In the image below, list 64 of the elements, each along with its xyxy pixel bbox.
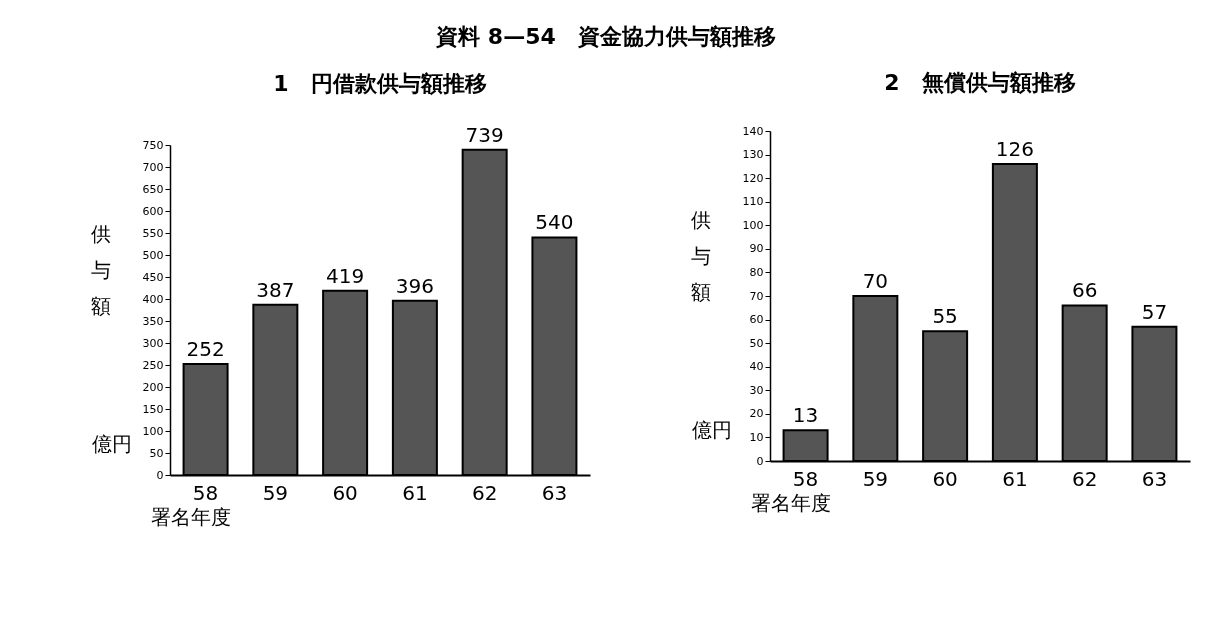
y-tick-label: 40 <box>749 360 764 374</box>
y-tick-label: 200 <box>142 380 164 394</box>
data-label: 739 <box>465 122 504 147</box>
y-tick-label: 70 <box>749 289 764 303</box>
x-tick-label: 63 <box>1141 466 1168 491</box>
y-tick-label: 500 <box>142 248 164 262</box>
text: 億円 <box>92 432 132 456</box>
data-label: 387 <box>256 277 295 302</box>
data-label: 419 <box>326 263 365 288</box>
y-tick-label: 50 <box>149 446 164 460</box>
y-tick-label: 60 <box>749 313 764 327</box>
y-tick-label: 650 <box>142 182 164 196</box>
y-tick-label: 300 <box>142 336 164 350</box>
x-tick-label: 61 <box>402 480 428 505</box>
data-label: 13 <box>792 403 819 428</box>
y-tick-label: 20 <box>749 407 764 421</box>
y-tick-label: 750 <box>142 138 164 152</box>
x-axis-title: 署名年度 <box>150 504 231 529</box>
y-tick-label: 550 <box>142 226 164 240</box>
text: 億円 <box>692 418 732 442</box>
y-tick-label: 150 <box>142 402 164 416</box>
data-label: 55 <box>932 304 958 329</box>
chart-subtitle: 1 円借款供与額推移 <box>273 70 487 96</box>
y-tick-label: 600 <box>142 204 164 218</box>
y-tick-label: 30 <box>749 383 764 397</box>
x-tick-label: 58 <box>792 466 819 491</box>
y-tick-label: 50 <box>749 336 764 350</box>
x-tick-label: 62 <box>1071 466 1098 491</box>
x-tick-label: 59 <box>862 466 889 491</box>
data-label: 252 <box>186 337 225 362</box>
y-tick-label: 110 <box>742 195 764 209</box>
y-tick-label: 130 <box>742 148 764 162</box>
y-tick-label: 140 <box>742 124 764 138</box>
data-label: 57 <box>1141 299 1168 324</box>
data-label: 396 <box>395 273 434 298</box>
y-tick-label: 450 <box>142 270 164 284</box>
x-tick-label: 58 <box>192 480 219 505</box>
data-label: 70 <box>862 269 889 293</box>
y-tick-label: 0 <box>756 454 764 468</box>
y-tick-label: 90 <box>749 242 764 256</box>
x-axis-title: 署名年度 <box>750 490 831 515</box>
y-tick-label: 350 <box>142 314 164 328</box>
data-label: 126 <box>995 137 1034 161</box>
x-tick-label: 61 <box>1002 466 1028 491</box>
x-tick-label: 62 <box>471 480 498 505</box>
x-tick-label: 60 <box>332 480 358 505</box>
y-axis-title: 供与額 <box>90 221 111 318</box>
y-tick-label: 700 <box>142 160 164 174</box>
y-axis-title: 供与額 <box>690 207 711 304</box>
y-tick-label: 100 <box>142 424 164 438</box>
data-label: 540 <box>535 210 574 235</box>
y-tick-label: 400 <box>142 292 164 306</box>
x-tick-label: 63 <box>541 480 568 505</box>
y-tick-label: 120 <box>742 171 764 185</box>
y-tick-label: 250 <box>142 358 164 372</box>
x-tick-label: 59 <box>262 480 289 505</box>
x-tick-label: 60 <box>932 466 958 491</box>
chart-title: 資料 8—54 資金協力供与額推移 <box>435 23 777 51</box>
chart-title: 2 無償供与額推移 <box>884 70 1076 95</box>
y-tick-label: 80 <box>749 265 764 279</box>
data-label: 66 <box>1071 278 1098 303</box>
y-tick-label: 100 <box>742 218 764 232</box>
y-tick-label: 10 <box>749 430 764 444</box>
y-tick-label: 0 <box>156 468 164 482</box>
